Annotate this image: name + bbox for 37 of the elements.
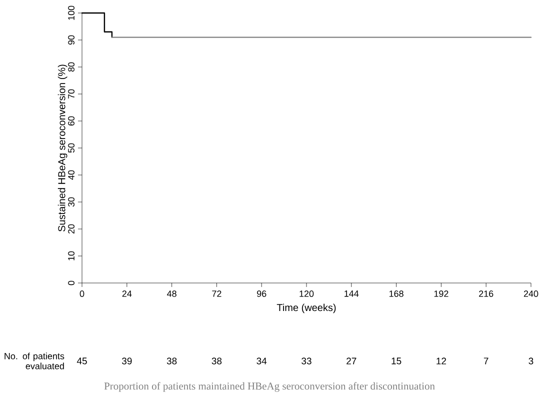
- text: 33: [302, 358, 312, 364]
- y-tick-label: 20: [68, 224, 74, 234]
- y-tick-label: 50: [68, 143, 74, 153]
- text: 27: [346, 358, 356, 364]
- text: 38: [166, 358, 177, 364]
- x-tick-label: 72: [212, 290, 222, 297]
- y-tick-label: 100: [68, 6, 74, 20]
- text: 45: [76, 358, 87, 364]
- x-tick-label: 216: [479, 290, 494, 297]
- x-tick-label: 144: [344, 290, 359, 297]
- text: 15: [392, 358, 402, 364]
- text: 3: [528, 358, 534, 364]
- text: 39: [122, 358, 132, 364]
- y-tick-label: 0: [68, 280, 74, 286]
- y-tick-label: 40: [68, 170, 74, 180]
- y-tick-label: 90: [68, 35, 74, 45]
- x-tick-label: 0: [80, 290, 84, 297]
- x-axis-title: Time (weeks): [276, 304, 336, 314]
- text: 38: [212, 358, 222, 364]
- x-tick-label: 192: [434, 290, 448, 297]
- x-tick-label: 96: [257, 290, 266, 297]
- y-tick-label: 10: [68, 251, 74, 260]
- text: 7: [484, 358, 488, 364]
- x-tick-label: 120: [300, 290, 314, 297]
- y-tick-label: 30: [68, 197, 74, 207]
- y-tick-label: 70: [68, 89, 74, 99]
- text: 34: [256, 358, 267, 364]
- y-axis-title: Sustained HBeAg seroconversion (%): [58, 64, 68, 232]
- x-tick-label: 24: [122, 290, 132, 297]
- x-tick-label: 240: [524, 290, 538, 297]
- y-tick-label: 60: [68, 116, 74, 126]
- text: 12: [436, 358, 446, 364]
- y-tick-label: 80: [68, 62, 74, 72]
- text: No. of patients evaluated: [4, 352, 64, 370]
- text: Proportion of patients maintained HBeAg seroconversion after discontinuation: [104, 382, 435, 392]
- x-tick-label: 48: [167, 290, 176, 297]
- x-tick-label: 168: [389, 290, 404, 297]
